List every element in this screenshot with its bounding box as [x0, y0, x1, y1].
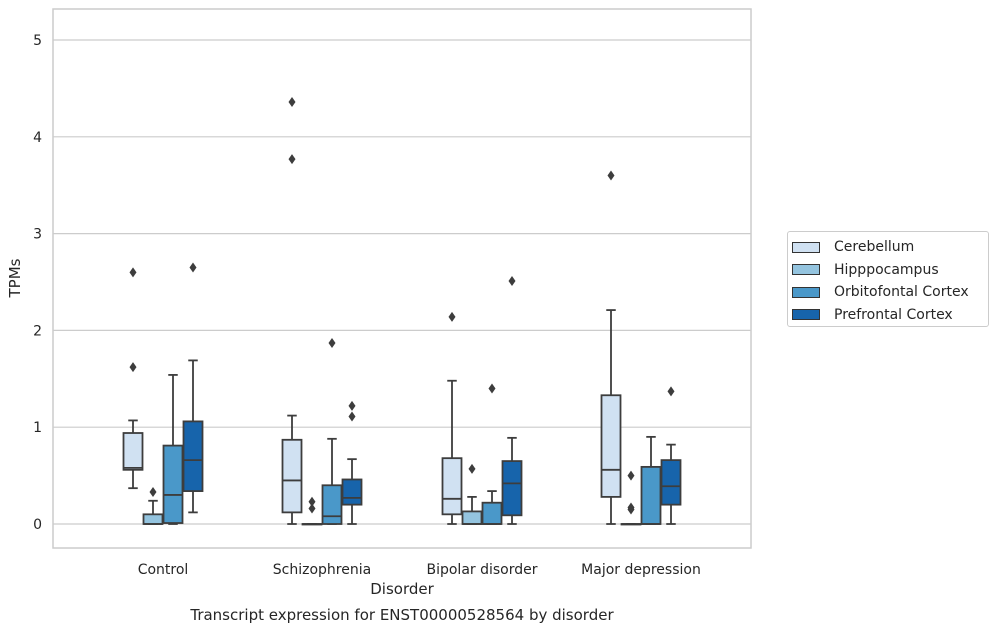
outlier-point [328, 337, 336, 348]
outlier-point [448, 311, 456, 322]
legend-label: Orbitofontal Cortex [834, 284, 969, 301]
outlier-point [508, 276, 516, 287]
box [341, 478, 363, 506]
legend-label: Prefrontal Cortex [834, 306, 953, 323]
box [441, 457, 463, 516]
outlier-point [308, 496, 316, 507]
outlier-point [488, 383, 496, 394]
outlier-point [308, 503, 316, 514]
box [640, 465, 662, 525]
legend-item: Hipppocampus [792, 259, 988, 282]
legend-item: Prefrontal Cortex [792, 304, 988, 327]
box [182, 420, 204, 492]
boxes [122, 96, 682, 526]
box [660, 459, 682, 506]
y-tick-label: 2 [33, 323, 42, 339]
legend-swatch [792, 241, 820, 253]
box [600, 394, 622, 498]
outlier-point [627, 502, 635, 513]
outlier-point [348, 400, 356, 411]
x-tick-label: Schizophrenia [273, 562, 371, 578]
x-tick-labels: Control Schizophrenia Bipolar disorder Majo… [138, 562, 701, 578]
box [461, 510, 483, 525]
outlier-point [348, 411, 356, 422]
box [501, 460, 523, 517]
outlier-point [288, 154, 296, 165]
y-tick-label: 3 [33, 227, 42, 243]
y-tick-label: 0 [33, 517, 42, 533]
legend-swatch [792, 286, 820, 298]
legend-item: Cerebellum [792, 236, 988, 259]
x-axis-label: Disorder [370, 580, 434, 598]
box [122, 432, 144, 471]
outlier-point [129, 362, 137, 373]
outlier-point [627, 470, 635, 481]
outlier-point [129, 267, 137, 278]
outlier-point [149, 487, 157, 498]
y-axis-label: TPMs [6, 258, 24, 298]
outlier-point [288, 96, 296, 107]
y-tick-label: 1 [33, 420, 42, 436]
outlier-point [189, 262, 197, 273]
box [321, 484, 343, 525]
legend-label: Cerebellum [834, 239, 915, 256]
y-tick-labels: 0 1 2 3 4 5 [33, 33, 42, 533]
x-tick-label: Major depression [581, 562, 701, 578]
chart-caption: Transcript expression for ENST0000052856… [190, 606, 614, 624]
y-tick-label: 5 [33, 33, 42, 49]
outlier-point [468, 463, 476, 474]
box [142, 513, 164, 525]
outlier-point [607, 170, 615, 181]
x-tick-label: Bipolar disorder [426, 562, 537, 578]
box [162, 444, 184, 524]
legend: Cerebellum Hipppocampus Orbitofontal Cor… [787, 231, 989, 327]
legend-label: Hipppocampus [834, 261, 939, 278]
legend-swatch [792, 309, 820, 321]
y-tick-label: 4 [33, 130, 42, 146]
box [481, 501, 503, 525]
legend-swatch [792, 264, 820, 276]
box [281, 438, 303, 514]
legend-item: Orbitofontal Cortex [792, 281, 988, 304]
x-tick-label: Control [138, 562, 189, 578]
outlier-point [667, 386, 675, 397]
